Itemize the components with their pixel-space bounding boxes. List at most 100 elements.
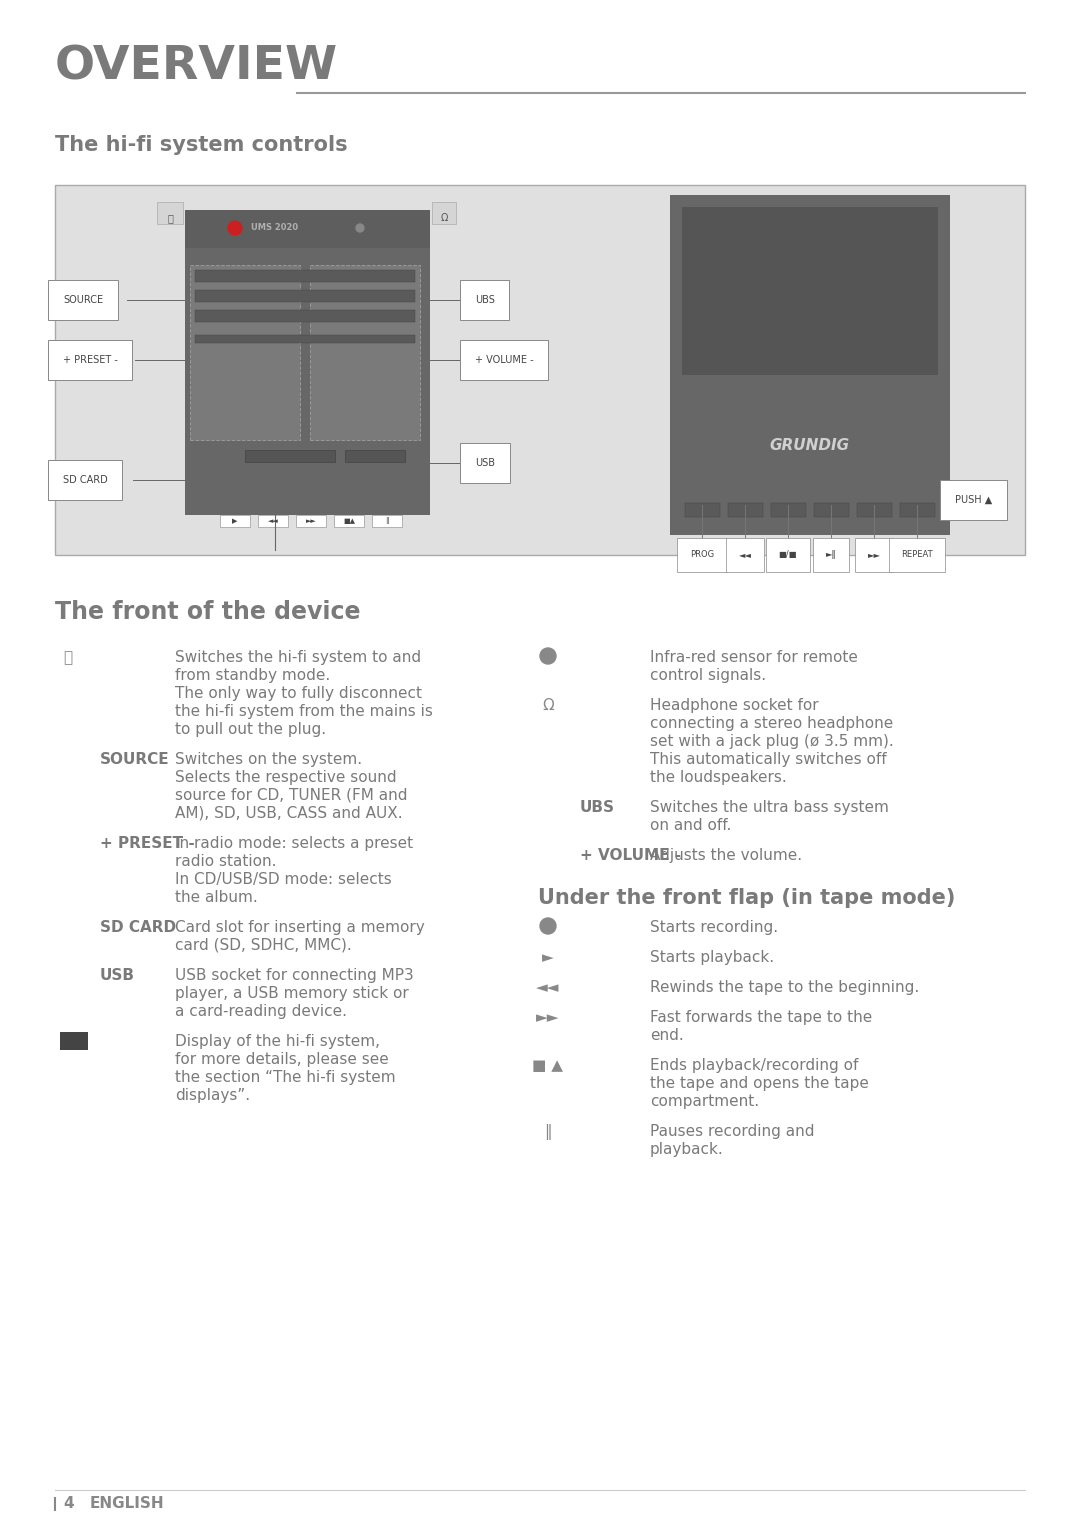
Text: + PRESET -: + PRESET - [100, 836, 194, 850]
Text: UBS: UBS [580, 800, 615, 815]
Bar [728, 502, 762, 516]
Bar [220, 515, 249, 527]
Text: Starts playback.: Starts playback. [650, 950, 774, 965]
Text: 4: 4 [63, 1495, 73, 1511]
Bar [195, 309, 415, 322]
Text: on and off.: on and off. [650, 818, 731, 833]
Text: SOURCE: SOURCE [63, 296, 103, 305]
Text: Adjusts the volume.: Adjusts the volume. [650, 849, 802, 863]
Text: This automatically switches off: This automatically switches off [650, 752, 887, 768]
Text: + VOLUME -: + VOLUME - [580, 849, 681, 863]
Text: USB: USB [100, 968, 135, 984]
Text: a card-reading device.: a card-reading device. [175, 1003, 347, 1019]
Text: ►►: ►► [306, 518, 316, 524]
Bar [195, 290, 415, 302]
Text: to pull out the plug.: to pull out the plug. [175, 722, 326, 737]
Text: Switches on the system.: Switches on the system. [175, 752, 362, 768]
Text: Under the front flap (in tape mode): Under the front flap (in tape mode) [538, 889, 956, 908]
Circle shape [356, 224, 364, 231]
Text: ◄◄: ◄◄ [739, 550, 752, 559]
Text: displays”.: displays”. [175, 1088, 251, 1103]
Text: ◄◄: ◄◄ [537, 980, 559, 994]
Circle shape [228, 221, 242, 234]
Text: the hi-fi system from the mains is: the hi-fi system from the mains is [175, 705, 433, 719]
Text: control signals.: control signals. [650, 668, 766, 683]
Text: REPEAT: REPEAT [901, 550, 933, 559]
Text: the loudspeakers.: the loudspeakers. [650, 771, 786, 784]
Bar [258, 515, 288, 527]
Bar [157, 202, 183, 224]
Circle shape [540, 648, 556, 663]
Bar [814, 502, 849, 516]
Bar [681, 207, 939, 375]
Text: ■ ▲: ■ ▲ [532, 1059, 564, 1072]
Text: The only way to fully disconnect: The only way to fully disconnect [175, 686, 422, 702]
Text: Switches the hi-fi system to and: Switches the hi-fi system to and [175, 650, 421, 665]
Bar [858, 502, 892, 516]
Bar [185, 210, 430, 515]
Text: playback.: playback. [650, 1141, 724, 1157]
Text: Infra-red sensor for remote: Infra-red sensor for remote [650, 650, 858, 665]
Text: The front of the device: The front of the device [55, 601, 361, 624]
Bar [195, 336, 415, 343]
Text: ‖: ‖ [544, 1124, 552, 1140]
Text: PUSH ▲: PUSH ▲ [955, 495, 993, 506]
Text: the album.: the album. [175, 890, 258, 905]
Bar [195, 270, 415, 282]
Bar [334, 515, 364, 527]
Text: SD CARD: SD CARD [63, 475, 108, 486]
Text: Pauses recording and: Pauses recording and [650, 1124, 814, 1138]
Text: ►: ► [542, 950, 554, 965]
Bar [245, 450, 335, 463]
Text: In radio mode: selects a preset: In radio mode: selects a preset [175, 836, 414, 850]
Text: ►‖: ►‖ [825, 550, 836, 559]
Text: In CD/USB/SD mode: selects: In CD/USB/SD mode: selects [175, 872, 392, 887]
Bar [190, 265, 300, 440]
Bar [372, 515, 402, 527]
Text: source for CD, TUNER (FM and: source for CD, TUNER (FM and [175, 787, 407, 803]
Text: end.: end. [650, 1028, 684, 1043]
Text: Fast forwards the tape to the: Fast forwards the tape to the [650, 1010, 873, 1025]
Bar [685, 502, 720, 516]
Text: from standby mode.: from standby mode. [175, 668, 330, 683]
Text: player, a USB memory stick or: player, a USB memory stick or [175, 987, 408, 1000]
Text: Starts recording.: Starts recording. [650, 921, 778, 935]
Text: Headphone socket for: Headphone socket for [650, 699, 819, 712]
Text: card (SD, SDHC, MMC).: card (SD, SDHC, MMC). [175, 938, 352, 953]
Text: Ends playback/recording of: Ends playback/recording of [650, 1059, 859, 1072]
Text: SD CARD: SD CARD [100, 921, 176, 935]
Circle shape [540, 918, 556, 935]
Text: USB: USB [475, 458, 495, 467]
Text: + PRESET -: + PRESET - [63, 355, 118, 365]
Text: Ω: Ω [542, 699, 554, 712]
Text: connecting a stereo headphone: connecting a stereo headphone [650, 715, 893, 731]
Text: compartment.: compartment. [650, 1094, 759, 1109]
Bar [55, 185, 1025, 555]
Text: the section “The hi-fi system: the section “The hi-fi system [175, 1069, 395, 1085]
Text: radio station.: radio station. [175, 853, 276, 869]
Bar [60, 1033, 87, 1049]
Bar [670, 195, 950, 535]
Text: ►►: ►► [867, 550, 880, 559]
Text: GRUNDIG: GRUNDIG [770, 438, 850, 452]
Text: ⏻: ⏻ [167, 213, 173, 224]
Text: Ω: Ω [441, 213, 448, 224]
Bar [185, 210, 430, 248]
Text: ►►: ►► [537, 1010, 559, 1025]
Text: ■▲: ■▲ [343, 518, 355, 524]
Bar [345, 450, 405, 463]
Text: USB socket for connecting MP3: USB socket for connecting MP3 [175, 968, 414, 984]
Text: ■/■: ■/■ [779, 550, 797, 559]
Bar [900, 502, 935, 516]
Text: UMS 2020: UMS 2020 [252, 224, 298, 233]
Text: the tape and opens the tape: the tape and opens the tape [650, 1075, 869, 1091]
Text: + VOLUME -: + VOLUME - [475, 355, 534, 365]
Text: AM), SD, USB, CASS and AUX.: AM), SD, USB, CASS and AUX. [175, 806, 403, 821]
Text: Switches the ultra bass system: Switches the ultra bass system [650, 800, 889, 815]
Text: PROG: PROG [690, 550, 714, 559]
Bar [432, 202, 456, 224]
Text: OVERVIEW: OVERVIEW [55, 44, 338, 90]
Text: for more details, please see: for more details, please see [175, 1052, 389, 1066]
Text: Card slot for inserting a memory: Card slot for inserting a memory [175, 921, 424, 935]
Text: Rewinds the tape to the beginning.: Rewinds the tape to the beginning. [650, 980, 919, 994]
